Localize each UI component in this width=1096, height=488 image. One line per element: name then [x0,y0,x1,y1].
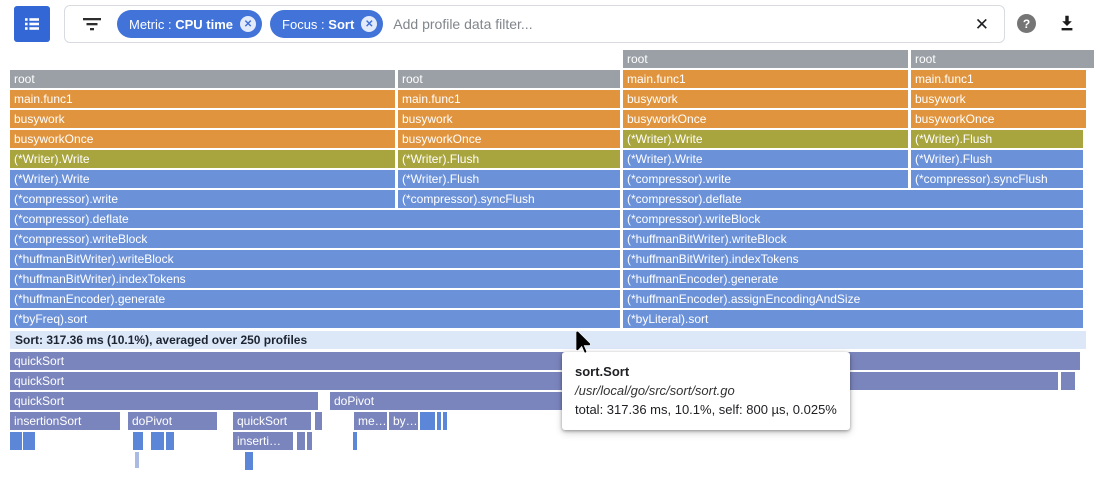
flame-bar[interactable]: root [10,70,395,88]
flame-bar[interactable]: (*compressor).write [10,190,395,208]
flame-fragment[interactable] [315,412,322,430]
flame-fragment[interactable] [437,412,441,430]
menu-button[interactable] [14,6,50,42]
flame-bar[interactable]: busyworkOnce [911,110,1086,128]
chip-close-icon[interactable]: ✕ [240,16,257,32]
flame-fragment[interactable] [245,452,249,470]
flame-bar[interactable]: (*compressor).deflate [623,190,1083,208]
flame-bar[interactable]: doPivot [128,412,217,430]
flame-bar[interactable]: root [911,50,1094,68]
tooltip-function-name: sort.Sort [575,364,630,379]
flame-bar[interactable]: (*byFreq).sort [10,310,620,328]
flame-bar[interactable]: (*compressor).writeBlock [10,230,620,248]
flame-fragment[interactable] [133,432,143,450]
flame-bar[interactable]: (*Writer).Write [623,130,908,148]
help-button[interactable]: ? [1017,14,1036,33]
flame-bar[interactable]: root [623,50,908,68]
flame-bar[interactable]: busyworkOnce [623,110,908,128]
flame-bar[interactable]: (*byLiteral).sort [623,310,1083,328]
flame-fragment[interactable] [23,432,27,450]
flame-fragment[interactable] [10,432,22,450]
download-button[interactable] [1057,13,1077,33]
mouse-cursor-icon [576,330,591,353]
flame-bar[interactable]: inserti… [233,432,293,450]
flame-bar[interactable]: (*huffmanBitWriter).writeBlock [623,230,1083,248]
flame-bar[interactable]: main.func1 [398,90,620,108]
flame-bar[interactable]: doPivot [330,392,620,410]
filter-list-icon [83,18,101,31]
flame-bar[interactable]: (*compressor).deflate [10,210,620,228]
flame-bar[interactable]: busywork [10,110,395,128]
flame-fragment[interactable] [353,432,357,450]
flame-bar[interactable]: (*Writer).Flush [911,130,1083,148]
flame-fragment[interactable] [27,432,31,450]
flame-bar[interactable]: (*huffmanEncoder).generate [10,290,620,308]
flame-bar[interactable]: quickSort [233,412,311,430]
list-icon [25,18,39,30]
flame-bar[interactable]: busywork [911,90,1086,108]
flame-bar[interactable]: (*Writer).Write [623,150,908,168]
flame-bar[interactable]: root [398,70,620,88]
flame-bar[interactable]: (*huffmanEncoder).generate [623,270,1083,288]
flame-bar[interactable]: (*Writer).Flush [911,150,1083,168]
flame-bar[interactable]: (*compressor).syncFlush [911,170,1083,188]
flame-bar[interactable]: busyworkOnce [10,130,395,148]
filter-input[interactable] [391,15,964,33]
flame-fragment[interactable] [170,432,174,450]
download-icon [1061,15,1073,31]
flame-fragment[interactable] [1061,372,1075,390]
flame-bar[interactable]: insertionSort [10,412,120,430]
flame-fragment[interactable] [151,432,164,450]
flame-bar[interactable]: (*Writer).Write [10,170,395,188]
flame-bar[interactable]: (*huffmanEncoder).assignEncodingAndSize [623,290,1083,308]
flame-fragment[interactable] [166,432,170,450]
clear-filter-icon[interactable]: ✕ [974,14,989,34]
flame-bar[interactable]: (*compressor).write [623,170,908,188]
flame-bar[interactable]: (*huffmanBitWriter).indexTokens [10,270,620,288]
flame-bar[interactable]: busywork [623,90,908,108]
filter-chip-metric[interactable]: Metric : CPU time ✕ [117,10,263,38]
flame-fragment[interactable] [297,432,305,450]
flame-bar[interactable]: (*compressor).syncFlush [398,190,620,208]
tooltip: sort.Sort /usr/local/go/src/sort/sort.go… [562,352,850,430]
chip-close-icon[interactable]: ✕ [361,16,378,32]
flame-bar[interactable]: main.func1 [10,90,395,108]
flame-fragment[interactable] [31,432,35,450]
flame-bar[interactable]: main.func1 [623,70,908,88]
flame-bar[interactable]: quickSort [10,352,1080,370]
chip-label: Metric : CPU time [129,16,234,32]
flame-fragment[interactable] [307,432,312,450]
flame-bar[interactable]: (*huffmanBitWriter).indexTokens [623,250,1083,268]
tooltip-file-path: /usr/local/go/src/sort/sort.go [575,383,735,398]
filter-chip-focus[interactable]: Focus : Sort ✕ [270,10,384,38]
flame-fragment[interactable] [443,412,447,430]
tooltip-stats: total: 317.36 ms, 10.1%, self: 800 µs, 0… [575,402,837,417]
flame-bar[interactable]: busywork [398,110,620,128]
flame-bar[interactable]: (*huffmanBitWriter).writeBlock [10,250,620,268]
flame-bar[interactable]: busyworkOnce [398,130,620,148]
flame-bar[interactable]: (*compressor).writeBlock [623,210,1083,228]
flame-bar[interactable]: (*Writer).Flush [398,150,620,168]
flame-fragment[interactable] [420,412,435,430]
flame-bar[interactable]: (*Writer).Flush [398,170,620,188]
flame-bar[interactable]: by… [389,412,418,430]
flame-fragment[interactable] [135,452,139,468]
filter-bar: Metric : CPU time ✕ Focus : Sort ✕ ✕ [64,5,1005,43]
flame-bar[interactable]: me… [354,412,387,430]
flame-fragment[interactable] [249,452,253,470]
flame-bar[interactable]: quickSort [10,372,1058,390]
chip-label: Focus : Sort [282,16,355,32]
flame-bar[interactable]: quickSort [10,392,318,410]
flame-bar[interactable]: (*Writer).Write [10,150,395,168]
focus-row[interactable]: Sort: 317.36 ms (10.1%), averaged over 2… [10,331,1086,349]
flame-bar[interactable]: main.func1 [911,70,1086,88]
